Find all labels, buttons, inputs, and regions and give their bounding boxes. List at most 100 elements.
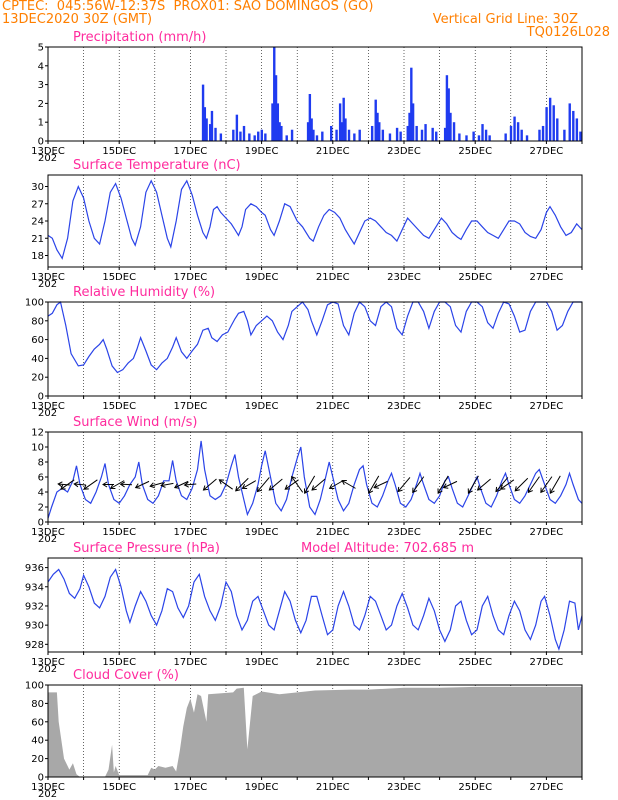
wind-arrow-head <box>495 486 501 493</box>
precipitation-ytick-label: 5 <box>38 43 44 54</box>
pressure-xtick-label: 17DEC <box>174 657 208 668</box>
precipitation-bar <box>273 47 276 141</box>
precipitation-bar <box>552 105 555 141</box>
wind-ytick-label: 6 <box>38 473 44 484</box>
precipitation-bar <box>353 133 356 141</box>
wind-arrow <box>373 480 388 489</box>
precipitation-bar <box>374 99 377 141</box>
temperature-ytick-label: 18 <box>31 251 44 262</box>
precipitation-year-label: 202 <box>38 153 57 164</box>
pressure-year-label: 202 <box>38 664 57 675</box>
humidity-ytick-label: 40 <box>31 354 44 365</box>
wind-arrow <box>397 477 411 492</box>
wind-arrow <box>219 479 233 490</box>
wind-arrow-head <box>540 487 546 494</box>
precipitation-bar <box>214 127 217 141</box>
precipitation-bar <box>545 107 548 141</box>
humidity-ytick-label: 20 <box>31 373 44 384</box>
pressure-xtick-label: 21DEC <box>316 657 350 668</box>
pressure-xtick-label: 25DEC <box>458 657 492 668</box>
wind-arrow-head <box>437 488 443 494</box>
wind-arrow <box>242 480 257 489</box>
humidity-xtick-label: 27DEC <box>530 401 564 412</box>
cloud-xtick-label: 21DEC <box>316 782 350 793</box>
precipitation-bar <box>253 135 256 141</box>
wind-line <box>47 440 583 519</box>
wind-xtick-label: 27DEC <box>530 527 564 538</box>
precipitation-bar <box>410 67 413 141</box>
precipitation-bar <box>278 122 281 141</box>
wind-arrow-head <box>83 484 89 490</box>
wind-arrow-head <box>134 483 141 489</box>
wind-arrow <box>311 478 326 491</box>
wind-arrow-head <box>109 483 116 490</box>
pressure-ytick-label: 930 <box>25 621 44 632</box>
precipitation-bar <box>264 133 267 141</box>
humidity-xtick-label: 25DEC <box>458 401 492 412</box>
precipitation-bar <box>452 122 456 141</box>
humidity-xtick-label: 23DEC <box>387 401 421 412</box>
wind-arrow <box>174 480 189 489</box>
precipitation-ytick-label: 1 <box>38 118 44 129</box>
wind-arrow <box>528 476 540 493</box>
precipitation-bar <box>443 127 447 141</box>
pressure-xtick-label: 27DEC <box>530 657 564 668</box>
precipitation-xtick-label: 19DEC <box>245 146 279 157</box>
wind-frame <box>47 431 583 523</box>
temperature-xtick-label: 27DEC <box>530 272 564 283</box>
wind-ytick-label: 12 <box>31 428 44 439</box>
precipitation-bar <box>201 84 205 141</box>
wind-arrow-head <box>160 482 166 488</box>
wind-arrow-head <box>499 484 506 490</box>
cloud-xtick-label: 27DEC <box>530 782 564 793</box>
precipitation-bar <box>477 135 481 141</box>
precipitation-bar <box>280 125 283 141</box>
wind-xtick-label: 23DEC <box>387 527 421 538</box>
precipitation-bar <box>411 103 415 141</box>
precipitation-bar <box>563 129 566 141</box>
precipitation-bar <box>276 103 280 141</box>
precipitation-bar <box>338 103 342 141</box>
vertical-grid-note: Vertical Grid Line: 30Z <box>432 12 578 27</box>
precipitation-bar <box>306 122 310 141</box>
cloud-ytick-label: 0 <box>38 773 44 784</box>
wind-arrow-head <box>268 485 275 491</box>
temperature-xtick-label: 15DEC <box>102 272 136 283</box>
temperature-ytick-label: 24 <box>31 217 44 228</box>
wind-arrow-head <box>442 483 449 489</box>
cloud-xtick-label: 19DEC <box>245 782 279 793</box>
precipitation-xtick-label: 17DEC <box>174 146 208 157</box>
precipitation-bar <box>575 118 579 141</box>
cloud-title: Cloud Cover (%) <box>73 668 179 683</box>
pressure-xtick-label: 23DEC <box>387 657 421 668</box>
precipitation-bar <box>525 135 529 141</box>
wind-arrow-head <box>256 486 263 493</box>
precipitation-xtick-label: 21DEC <box>316 146 350 157</box>
precipitation-bar <box>205 118 208 141</box>
wind-arrow <box>467 475 479 494</box>
precipitation-bar <box>420 129 424 141</box>
precipitation-bar <box>347 129 351 141</box>
precipitation-bar <box>415 125 418 141</box>
wind-arrow-head <box>328 483 335 490</box>
precipitation-bar <box>335 129 338 141</box>
cloud-xtick-label: 15DEC <box>102 782 136 793</box>
precipitation-bar <box>257 131 260 141</box>
precipitation-bar <box>504 133 507 141</box>
wind-arrow <box>329 480 344 489</box>
wind-arrow-head <box>60 484 66 490</box>
precipitation-bar <box>520 129 523 141</box>
precipitation-bar <box>388 133 392 141</box>
precipitation-bar <box>260 129 263 141</box>
precipitation-bar <box>579 131 582 141</box>
wind-arrow <box>514 477 529 492</box>
precipitation-bar <box>488 135 491 141</box>
wind-xtick-label: 25DEC <box>458 527 492 538</box>
humidity-xtick-label: 15DEC <box>102 401 136 412</box>
wind-arrow <box>284 479 299 490</box>
precipitation-bar <box>481 124 484 141</box>
precipitation-bar <box>315 135 319 141</box>
humidity-xtick-label: 13DEC <box>31 401 65 412</box>
pressure-line <box>47 568 583 652</box>
wind-arrow <box>83 479 98 490</box>
